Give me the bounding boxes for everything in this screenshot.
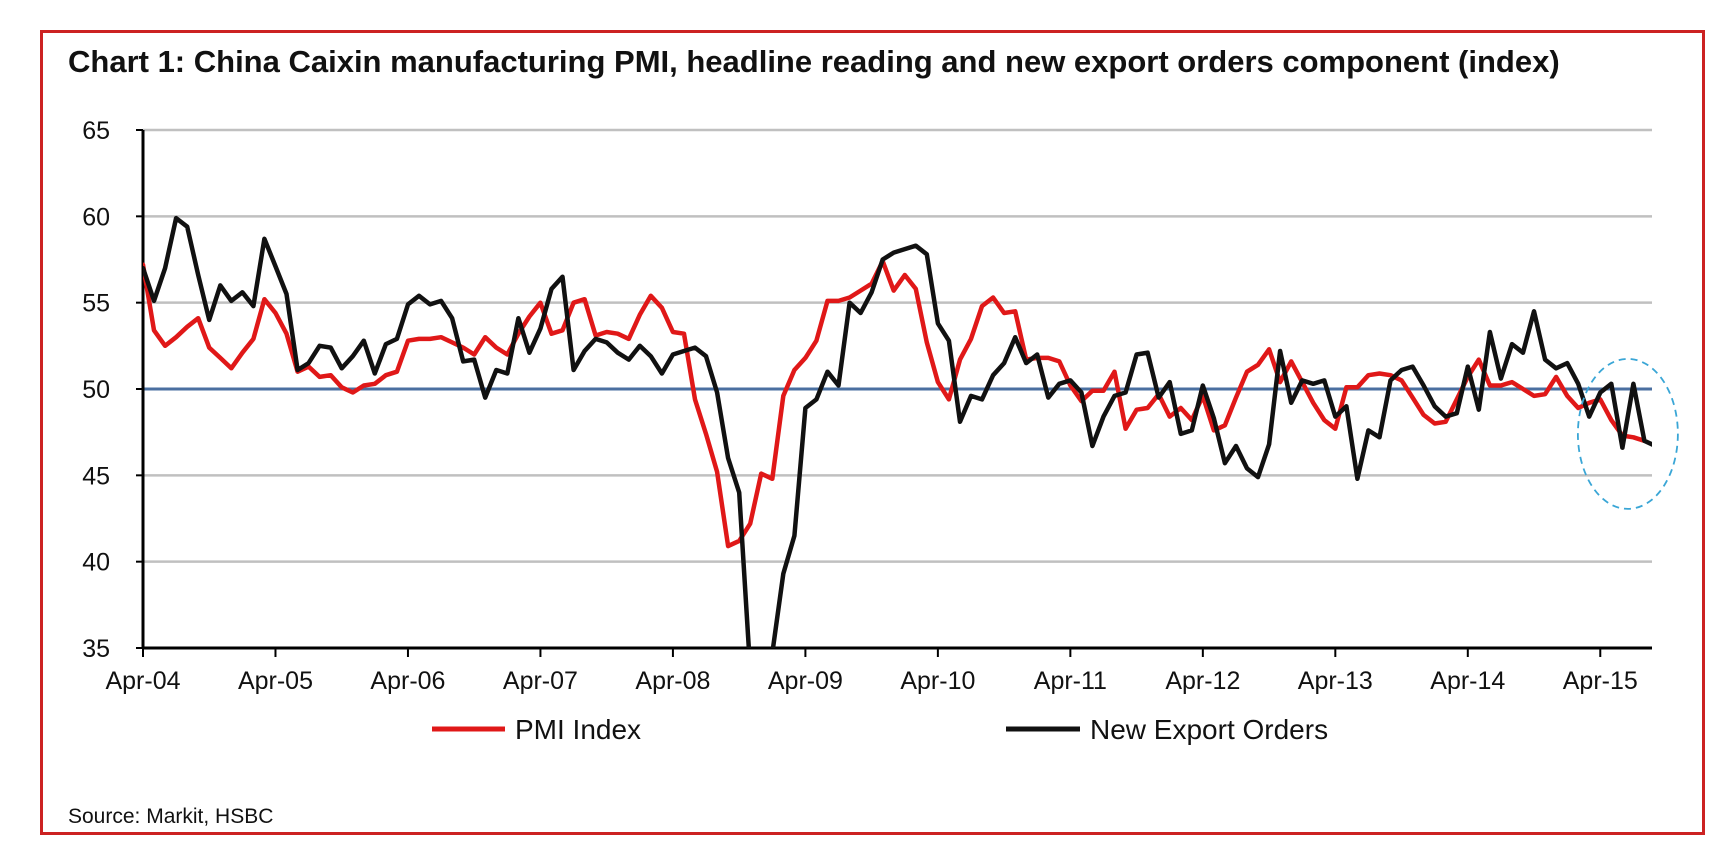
chart-frame (40, 30, 1705, 835)
x-tick-label-Apr-07: Apr-07 (503, 667, 578, 695)
x-tick-label-Apr-13: Apr-13 (1298, 667, 1373, 695)
series-line-new-export-orders (143, 215, 1652, 648)
x-tick-label-Apr-06: Apr-06 (370, 667, 445, 695)
x-tick-label-Apr-12: Apr-12 (1165, 667, 1240, 695)
highlight-ellipse (1576, 357, 1679, 510)
series-lines (143, 215, 1652, 648)
x-tick-label-Apr-08: Apr-08 (635, 667, 710, 695)
legend-label-pmi-index: PMI Index (515, 714, 641, 745)
y-tick-label-65: 65 (82, 117, 110, 145)
highlight-annotation (1576, 357, 1679, 510)
x-tick-label-Apr-11: Apr-11 (1034, 667, 1107, 695)
x-tick-label-Apr-14: Apr-14 (1430, 667, 1505, 695)
y-tick-label-45: 45 (82, 462, 110, 490)
y-tick-label-55: 55 (82, 290, 110, 318)
x-tick-label-Apr-04: Apr-04 (105, 667, 180, 695)
x-tick-label-Apr-10: Apr-10 (900, 667, 975, 695)
series-line-pmi-index (143, 258, 1647, 549)
x-tick-label-Apr-15: Apr-15 (1563, 667, 1638, 695)
x-tick-label-Apr-05: Apr-05 (238, 667, 313, 695)
y-tick-label-50: 50 (82, 376, 110, 404)
axes: 35 40 45 50 55 60 65 Apr-04 Apr-05 Apr-06 Apr-07 Ap… (82, 117, 1652, 695)
y-tick-label-35: 35 (82, 635, 110, 663)
chart-title: Chart 1: China Caixin manufacturing PMI,… (68, 44, 1560, 79)
legend-label-new-export-orders: New Export Orders (1090, 714, 1328, 745)
y-tick-label-60: 60 (82, 203, 110, 231)
y-tick-label-40: 40 (82, 549, 110, 577)
x-tick-label-Apr-09: Apr-09 (768, 667, 843, 695)
grid-lines (143, 128, 1652, 563)
source-note: Source: Markit, HSBC (68, 805, 274, 828)
legend: PMI Index New Export Orders (432, 714, 1328, 745)
